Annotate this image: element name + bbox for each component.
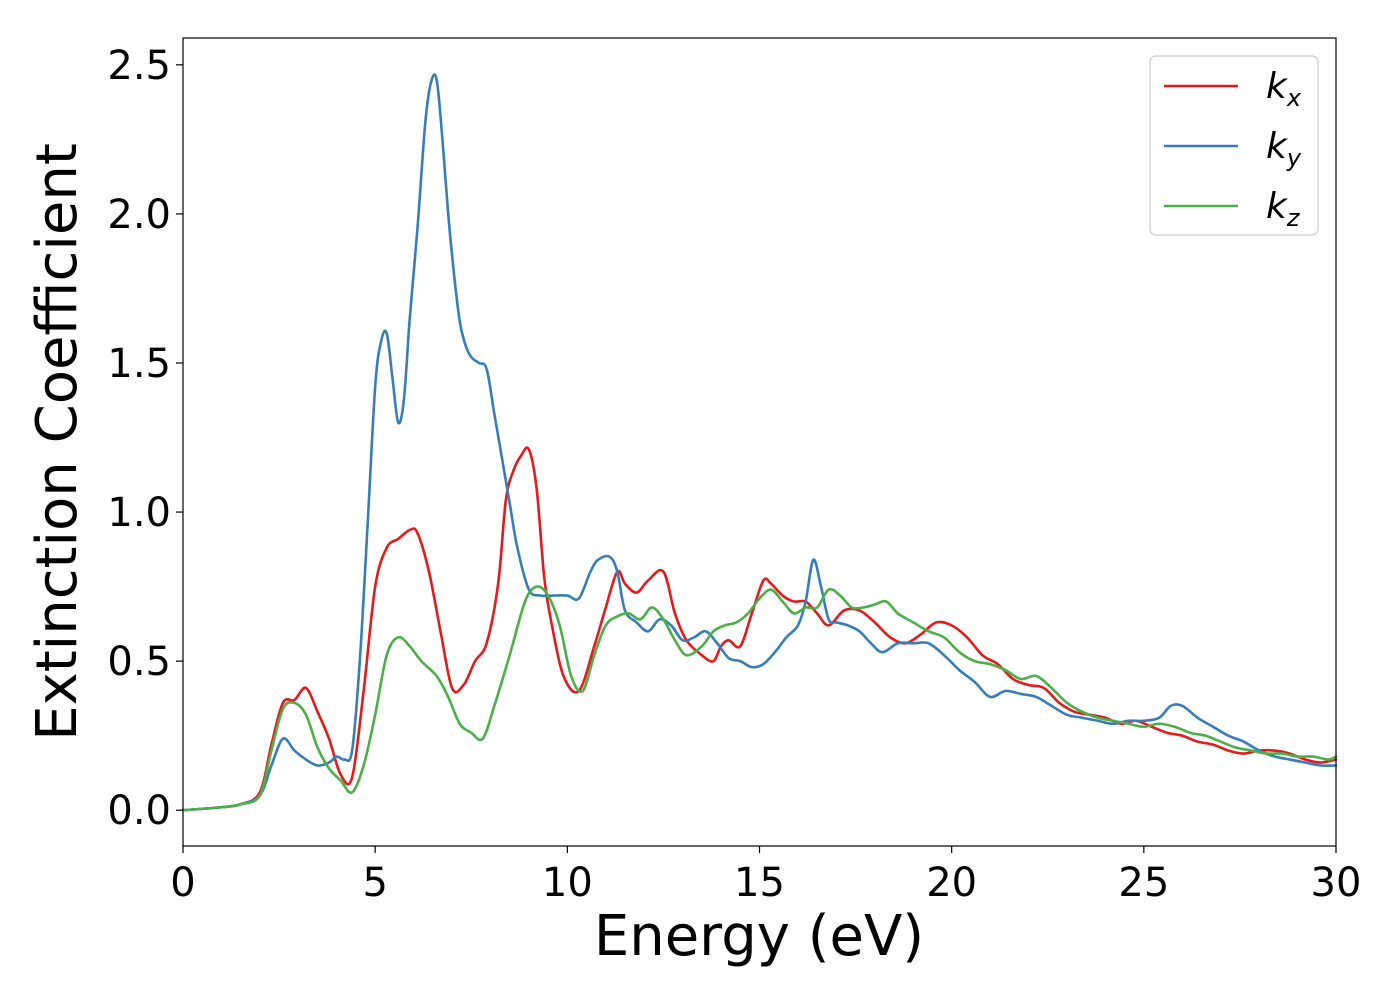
legend-label-kz: kz [1266, 186, 1301, 232]
series-layer [181, 73, 1338, 812]
x-tick-label: 20 [926, 860, 977, 906]
series-line-kx [181, 446, 1338, 812]
legend: kx ky kz [1149, 55, 1319, 236]
y-tick-label: 1.0 [107, 490, 171, 536]
y-axis: 0.0 0.5 1.0 1.5 2.0 2.5 [107, 43, 183, 834]
legend-label-ky: ky [1266, 126, 1302, 172]
y-tick-label: 1.5 [107, 341, 171, 387]
y-axis-label: Extinction Coefficient [25, 143, 90, 741]
series-line-kz [181, 585, 1338, 812]
x-tick-label: 5 [362, 860, 387, 906]
y-tick-label: 2.5 [107, 43, 171, 89]
y-tick-label: 0.0 [107, 788, 171, 834]
x-axis: 0 5 10 15 20 25 30 [170, 846, 1361, 906]
x-tick-label: 25 [1118, 860, 1169, 906]
x-tick-label: 10 [542, 860, 593, 906]
legend-label-kx: kx [1266, 66, 1302, 112]
y-tick-label: 2.0 [107, 192, 171, 238]
x-tick-label: 30 [1311, 860, 1362, 906]
x-axis-label: Energy (eV) [594, 904, 924, 969]
series-line-ky [181, 73, 1338, 812]
x-tick-label: 15 [734, 860, 785, 906]
x-tick-label: 0 [170, 860, 195, 906]
y-tick-label: 0.5 [107, 639, 171, 685]
